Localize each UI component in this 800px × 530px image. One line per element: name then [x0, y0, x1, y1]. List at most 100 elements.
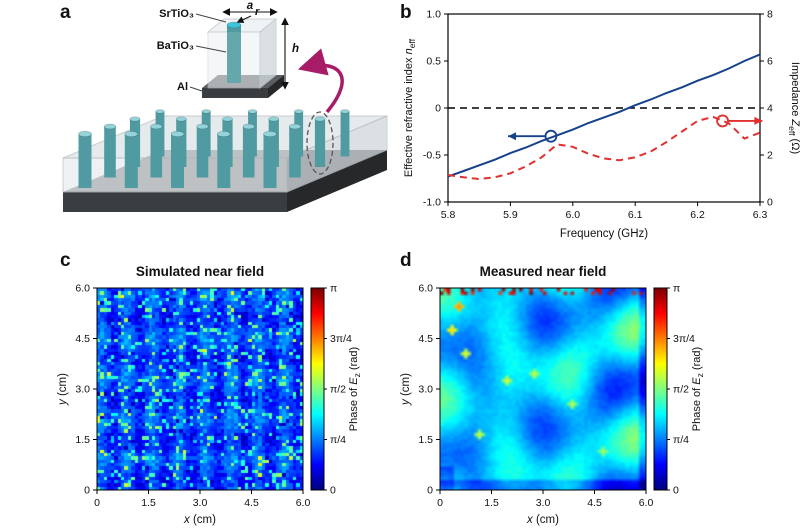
dim-h-label: h: [292, 43, 299, 55]
array-base-side: [287, 150, 387, 212]
unit-cube-front-wash: [208, 32, 260, 88]
array-pillar-top: [314, 116, 326, 122]
array-pillar-top: [103, 123, 117, 130]
x-tick-label: 6.0: [296, 497, 311, 509]
array-pillar-top: [78, 130, 92, 138]
array-pillar-top: [129, 116, 141, 122]
colorbar-tick-label: π/4: [330, 434, 346, 446]
colorbar-tick-label: 0: [330, 485, 336, 497]
array-pillar-top: [288, 123, 302, 130]
x-tick-label: 6.0: [565, 209, 580, 221]
srtio3-label: SrTiO₃: [159, 8, 194, 20]
al-label: Al: [177, 81, 188, 93]
y-axis-label: y (cm): [57, 373, 69, 406]
y-tick-label: 1.5: [418, 434, 433, 446]
array-pillar-top: [263, 130, 277, 138]
panel-a-letter: a: [60, 2, 71, 23]
panel-c-title: Simulated near field: [135, 264, 265, 279]
heatmap-axes-overlay: 001.51.53.03.04.54.56.06.00π/4π/23π/4πx …: [57, 283, 362, 527]
series-left-line: [447, 53, 761, 178]
array-pillar: [289, 126, 301, 178]
unit-base-front: [202, 88, 268, 98]
panel-c-letter: c: [60, 250, 71, 271]
heatmap-axes-overlay: 001.51.53.03.04.54.56.06.00π/4π/23π/4πx …: [400, 283, 705, 527]
array-pillar-top: [216, 130, 231, 138]
y-tick-label: 6.0: [418, 283, 433, 295]
array-pillar: [171, 134, 184, 188]
y-left-axis-label: Effective refractive index neff: [403, 38, 417, 177]
y-right-tick-label: 6: [767, 56, 773, 68]
array-pillar-top: [340, 109, 350, 114]
batio3-label: BaTiO₃: [157, 40, 194, 52]
y-tick-label: 3.0: [418, 384, 433, 396]
dim-r-arrow: [236, 15, 252, 23]
x-tick-label: 0: [437, 497, 443, 509]
colorbar-canvas: [311, 288, 324, 490]
panel-b-chart: 5.8 5.9 6.0 6.1 6.2 6.3 1.0 0.5 0 -0.5 -1.0 8 6 4 2 0 Fr…: [398, 2, 800, 250]
array-pillar-top: [294, 109, 304, 114]
colorbar-tick-label: π/2: [673, 384, 689, 396]
array-pillar: [217, 134, 231, 188]
colorbar-label: Phase of Ez (rad): [691, 347, 705, 431]
array-pillar-top: [170, 130, 185, 138]
array-pillar-top: [196, 123, 209, 130]
x-tick-label: 5.8: [441, 209, 456, 221]
unit-cell-highlight-dashed-circle: [306, 111, 334, 175]
y-right-axis-label: Impedance Zeff (Ω): [787, 62, 800, 154]
array-pillars: [78, 109, 350, 188]
colorbar-tick-label: 0: [673, 485, 679, 497]
colorbar-label: Phase of Ez (rad): [348, 347, 362, 431]
array-pillar: [104, 126, 116, 178]
y-right-tick-label: 8: [767, 9, 773, 21]
array-pillar: [124, 134, 138, 188]
al-leader-line: [189, 86, 206, 93]
y-tick-label: 6.0: [75, 283, 90, 295]
x-tick-label: 6.0: [639, 497, 654, 509]
y-left-tick-label: 0.5: [426, 56, 441, 68]
panel-c-simulated-heatmap: Simulated near field 0 0 1.5 1.5 3.0 3.0 4.5 4.…: [55, 258, 395, 530]
array-pillar: [242, 126, 255, 178]
zoom-arrow: [297, 48, 344, 114]
y-tick-label: 0: [84, 485, 90, 497]
srtio3-leader-line: [195, 13, 227, 23]
dim-a-label: a: [247, 0, 254, 12]
y-left-tick-label: 1.0: [426, 9, 441, 21]
y-right-tick-label: 2: [767, 150, 773, 162]
y-tick-label: 3.0: [75, 384, 90, 396]
array-pillar-top: [124, 130, 139, 138]
heatmap-canvas: [97, 288, 303, 490]
colorbar-tick-label: π/2: [330, 384, 346, 396]
panel-d-measured-heatmap: Measured near field 0 0 1.5 1.5 3.0 3.0 4.5 4.5…: [398, 258, 738, 530]
array-pillar: [78, 134, 92, 188]
unit-base-side: [268, 75, 284, 98]
array-pillar-top: [155, 109, 165, 114]
panel-d-title: Measured near field: [479, 264, 607, 279]
array-pillar-top: [268, 116, 280, 122]
unit-cell-inset: a r h SrTiO₃ BaTiO₃ Al: [157, 0, 299, 98]
array-pillar: [263, 134, 277, 188]
array-pillar: [314, 119, 326, 167]
array-pillar-top: [201, 109, 211, 114]
x-tick-label: 6.2: [690, 209, 705, 221]
array-pillar-top: [222, 116, 233, 122]
y-tick-label: 0: [427, 485, 433, 497]
y-tick-label: 4.5: [75, 333, 90, 345]
heatmap-canvas: [440, 288, 646, 490]
x-tick-label: 3.0: [536, 497, 551, 509]
x-tick-label: 6.1: [628, 209, 643, 221]
colorbar-frame: [653, 287, 668, 491]
axis-indicator-circle: [544, 129, 558, 143]
x-tick-label: 0: [94, 497, 100, 509]
y-right-tick-label: 0: [767, 197, 773, 209]
colorbar-tick-label: π/4: [673, 434, 689, 446]
x-tick-label: 4.5: [587, 497, 602, 509]
x-axis-label: x (cm): [526, 514, 559, 526]
x-tick-label: 3.0: [193, 497, 208, 509]
array-pillar-top: [150, 123, 163, 130]
colorbar-tick-label: 3π/4: [330, 333, 352, 345]
heatmap-frame: [96, 287, 304, 491]
array-pillar: [196, 126, 209, 178]
panel-a-schematic: a r h SrTiO₃ BaTiO₃ Al: [62, 0, 388, 212]
batio3-leader-line: [195, 45, 227, 53]
